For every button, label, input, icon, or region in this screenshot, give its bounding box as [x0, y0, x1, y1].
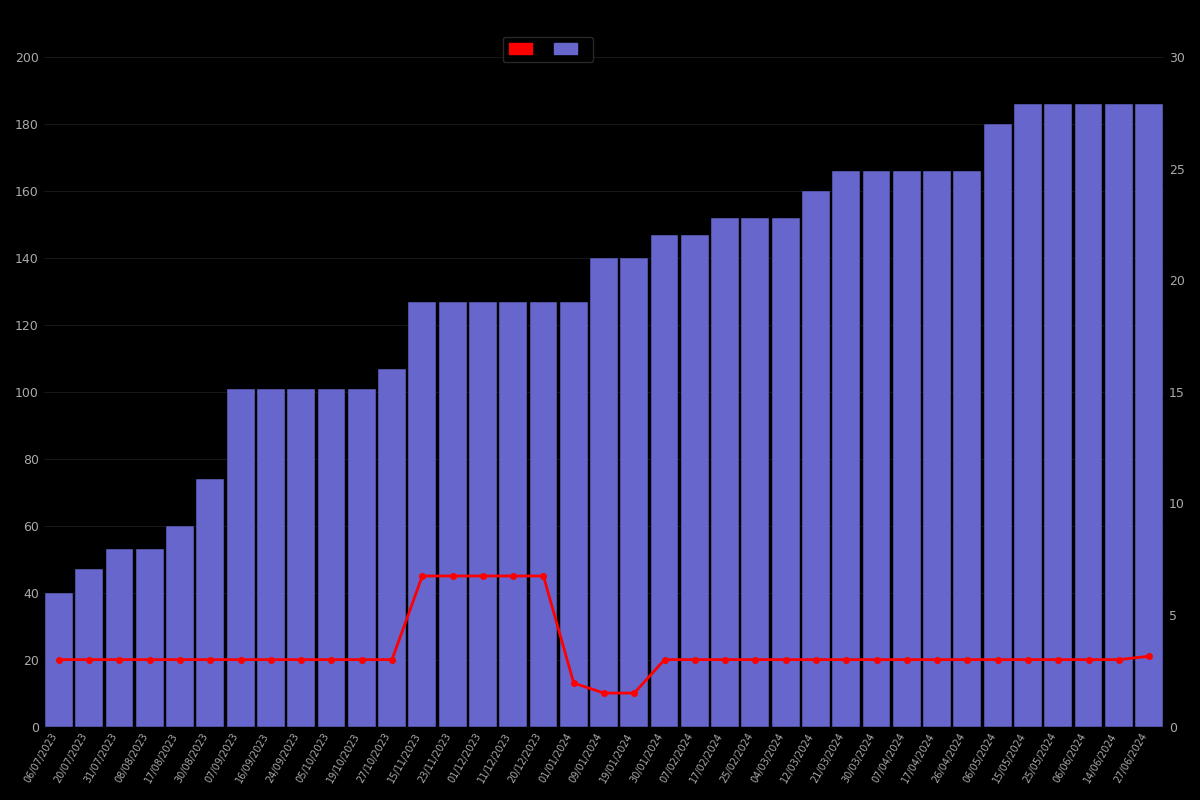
Bar	[469, 302, 497, 726]
Bar	[863, 171, 890, 726]
Bar	[833, 171, 860, 726]
Bar	[348, 389, 376, 726]
Bar	[984, 124, 1012, 726]
Bar	[954, 171, 982, 726]
Bar	[590, 258, 618, 726]
Bar	[318, 389, 346, 726]
Bar	[76, 570, 103, 726]
Bar	[44, 593, 73, 726]
Bar	[227, 389, 254, 726]
Bar	[408, 302, 437, 726]
Bar	[559, 302, 588, 726]
Bar	[742, 218, 769, 726]
Bar	[529, 302, 557, 726]
Bar	[1044, 104, 1072, 726]
Bar	[1014, 104, 1042, 726]
Bar	[439, 302, 467, 726]
Legend: , : ,	[503, 37, 593, 62]
Bar	[106, 550, 133, 726]
Bar	[1105, 104, 1133, 726]
Bar	[772, 218, 799, 726]
Bar	[499, 302, 527, 726]
Bar	[378, 369, 406, 726]
Bar	[287, 389, 316, 726]
Bar	[923, 171, 952, 726]
Bar	[136, 550, 163, 726]
Bar	[712, 218, 739, 726]
Bar	[1075, 104, 1103, 726]
Bar	[802, 191, 830, 726]
Bar	[1135, 104, 1163, 726]
Bar	[257, 389, 284, 726]
Bar	[680, 234, 709, 726]
Bar	[166, 526, 194, 726]
Bar	[893, 171, 920, 726]
Bar	[197, 479, 224, 726]
Bar	[650, 234, 678, 726]
Bar	[620, 258, 648, 726]
